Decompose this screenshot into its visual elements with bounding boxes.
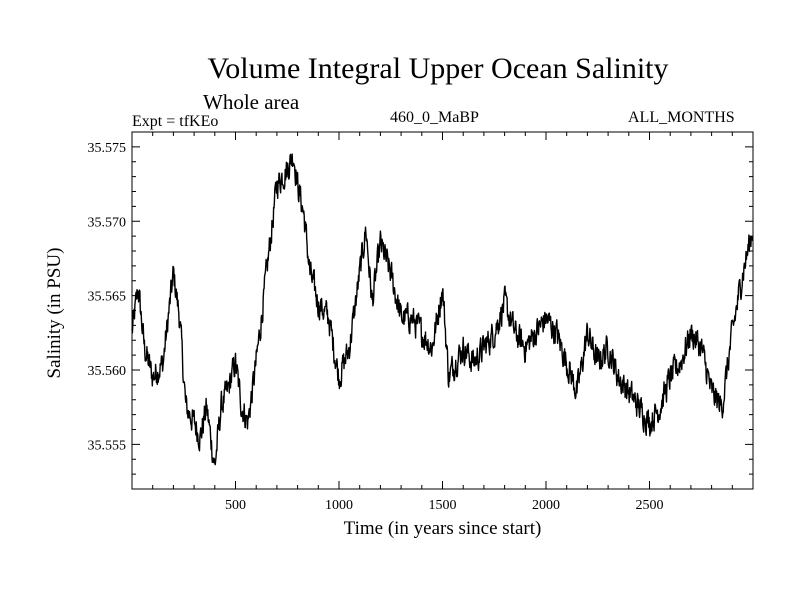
x-tick-label: 1000 xyxy=(325,498,353,513)
y-tick-label: 35.565 xyxy=(88,290,127,305)
y-tick-label: 35.575 xyxy=(88,141,127,156)
y-axis-title: Salinity (in PSU) xyxy=(44,247,65,379)
y-tick-label: 35.560 xyxy=(88,364,127,379)
months-label: ALL_MONTHS xyxy=(628,109,735,126)
x-tick-label: 500 xyxy=(225,498,246,513)
plot-frame xyxy=(131,131,754,490)
x-tick-label: 2000 xyxy=(532,498,560,513)
x-axis-title: Time (in years since start) xyxy=(343,518,542,539)
experiment-label: Expt = tfKEo xyxy=(132,113,219,130)
chart-subtitle: Whole area xyxy=(203,90,300,114)
axis-tick-labels: 500 1000 1500 2000 2500 35.555 35.560 35.565 35.… xyxy=(88,141,664,513)
salinity-series-line xyxy=(131,153,754,466)
x-tick-label: 1500 xyxy=(429,498,457,513)
chart-title: Volume Integral Upper Ocean Salinity xyxy=(207,52,669,85)
x-tick-label: 2500 xyxy=(636,498,664,513)
period-label: 460_0_MaBP xyxy=(390,109,479,126)
y-tick-label: 35.570 xyxy=(88,215,127,230)
axis-ticks xyxy=(132,131,753,490)
y-tick-label: 35.555 xyxy=(88,438,127,453)
